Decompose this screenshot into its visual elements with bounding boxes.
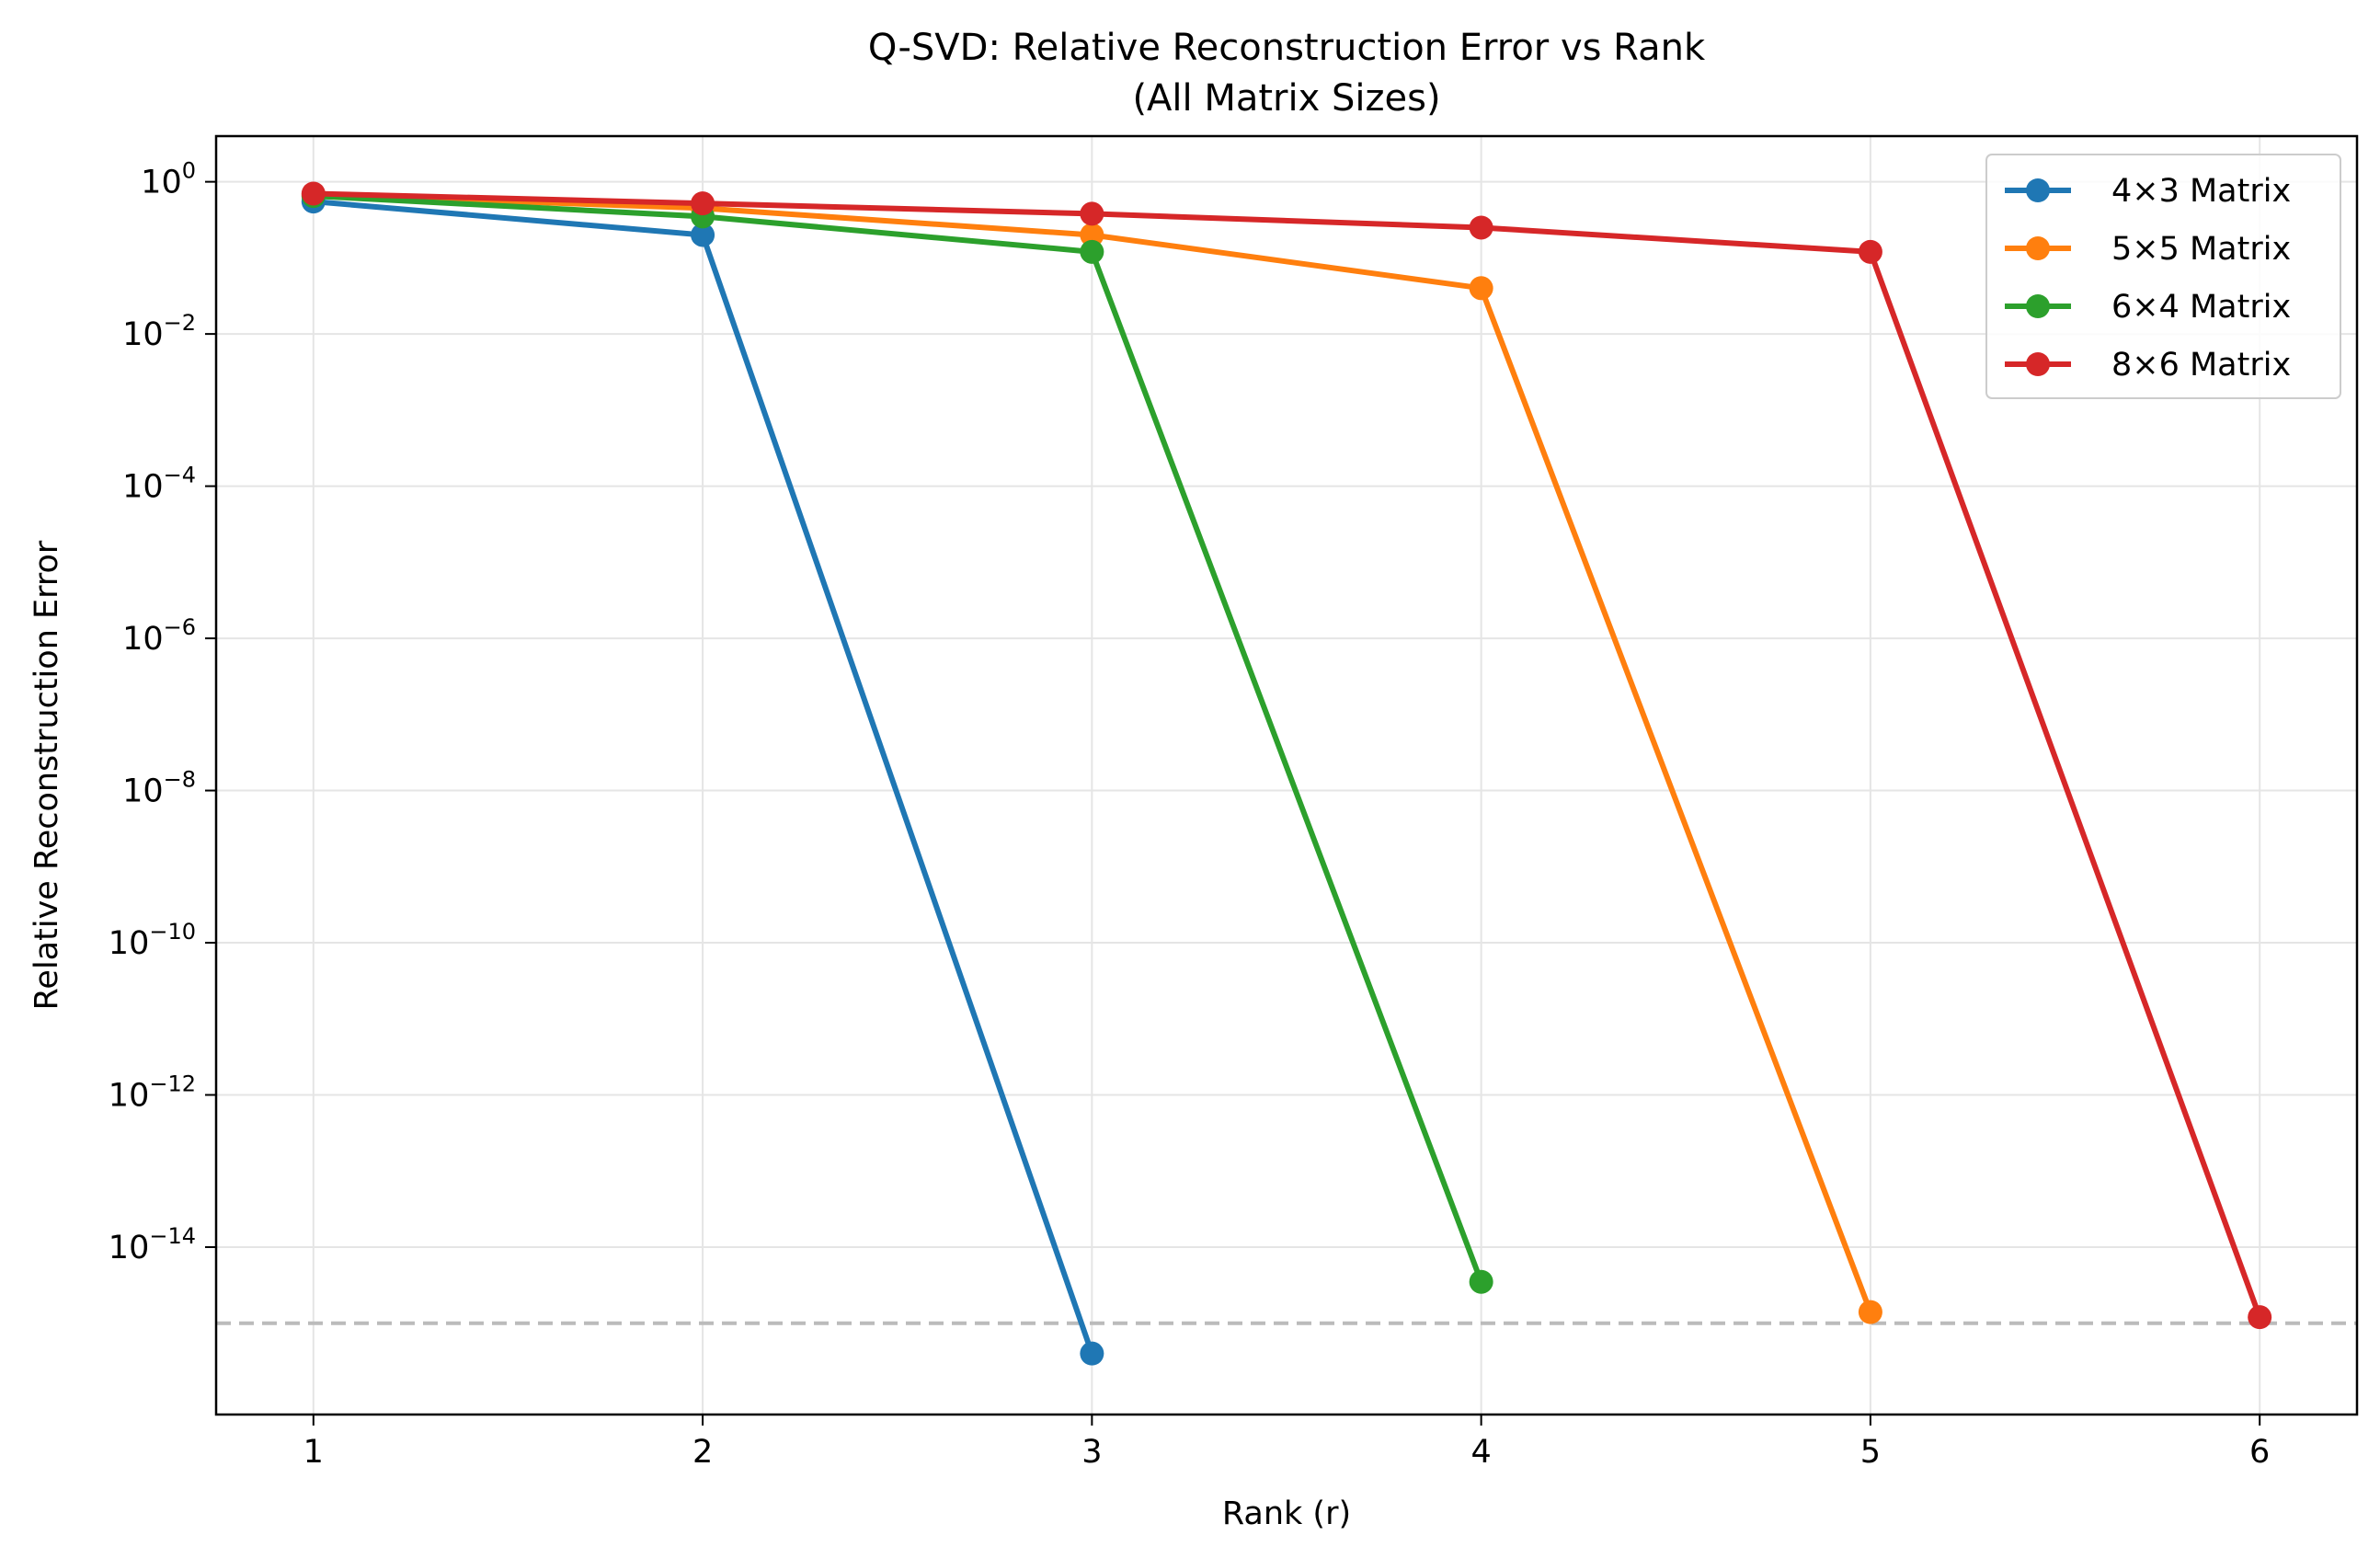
data-point bbox=[1469, 276, 1493, 301]
series-line bbox=[313, 190, 2262, 1319]
chart-subtitle: (All Matrix Sizes) bbox=[1132, 77, 1440, 120]
y-tick-label: 100 bbox=[141, 158, 196, 201]
ticks-layer: 1 2 3 4 5 6 100 10−2 10−4 10−6 10−8 10−10 10−12 10−14 bbox=[109, 158, 2271, 1471]
legend: 4×3 Matrix 5×5 Matrix 6×4 Matrix 8×6 Matrix bbox=[1985, 154, 2341, 399]
data-point bbox=[691, 191, 715, 216]
y-tick-label: 10−2 bbox=[122, 310, 196, 353]
y-tick-label: 10−4 bbox=[122, 463, 196, 506]
x-tick-label: 4 bbox=[1470, 1434, 1491, 1471]
data-point bbox=[1858, 239, 1882, 264]
legend-box bbox=[1985, 154, 2341, 399]
data-point bbox=[1080, 239, 1104, 264]
data-point bbox=[2248, 1305, 2272, 1330]
legend-entry-label: 6×4 Matrix bbox=[2111, 289, 2291, 326]
data-point bbox=[301, 181, 326, 206]
legend-swatch-marker bbox=[2026, 236, 2050, 260]
series-6-4-matrix bbox=[301, 184, 1493, 1294]
legend-swatch-marker bbox=[2026, 294, 2050, 318]
data-point bbox=[1858, 1300, 1882, 1324]
y-axis-label: Relative Reconstruction Error bbox=[29, 540, 65, 1010]
legend-swatch-marker bbox=[2026, 352, 2050, 376]
legend-entry-label: 5×5 Matrix bbox=[2111, 231, 2291, 268]
x-tick-label: 3 bbox=[1081, 1434, 1102, 1471]
data-point bbox=[691, 223, 715, 247]
series-8-6-matrix bbox=[301, 181, 2272, 1330]
legend-entry-label: 4×3 Matrix bbox=[2111, 173, 2291, 210]
data-point bbox=[1080, 223, 1104, 247]
y-tick-label: 10−8 bbox=[122, 767, 196, 810]
x-tick-label: 5 bbox=[1860, 1434, 1881, 1471]
data-point bbox=[1469, 1269, 1493, 1294]
y-tick-label: 10−6 bbox=[122, 614, 196, 658]
x-axis-label: Rank (r) bbox=[1222, 1495, 1351, 1532]
x-tick-label: 1 bbox=[303, 1434, 324, 1471]
y-tick-label: 10−12 bbox=[109, 1071, 196, 1115]
x-tick-label: 6 bbox=[2249, 1434, 2270, 1471]
data-point bbox=[1080, 1341, 1104, 1366]
data-point bbox=[1469, 215, 1493, 240]
series-line bbox=[313, 193, 1484, 1283]
x-tick-label: 2 bbox=[692, 1434, 713, 1471]
legend-entry-label: 8×6 Matrix bbox=[2111, 347, 2291, 384]
y-tick-label: 10−10 bbox=[109, 919, 196, 962]
chart-title: Q-SVD: Relative Reconstruction Error vs … bbox=[868, 27, 1706, 69]
data-point bbox=[1080, 201, 1104, 226]
series-layer bbox=[301, 181, 2272, 1366]
legend-swatch-marker bbox=[2026, 178, 2050, 202]
plot-frame bbox=[214, 134, 2359, 1416]
y-tick-label: 10−14 bbox=[109, 1223, 196, 1266]
